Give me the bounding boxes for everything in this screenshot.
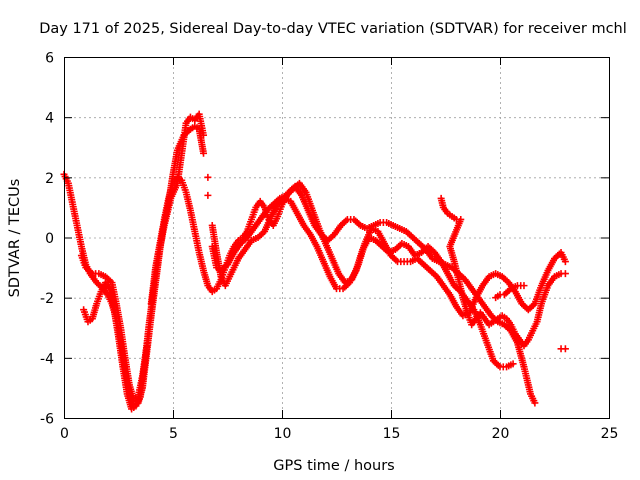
y-tick-label: 4 xyxy=(45,111,54,127)
data-point xyxy=(561,345,569,353)
y-tick-label: -4 xyxy=(40,351,54,367)
x-axis-label: GPS time / hours xyxy=(273,458,394,474)
data-marks xyxy=(60,110,569,413)
x-tick-label: 25 xyxy=(601,426,619,442)
axes: 0 5 10 15 20 25 -6 -4 -2 0 2 4 6 xyxy=(40,51,618,443)
y-tick-label: 2 xyxy=(45,171,54,187)
x-tick-label: 10 xyxy=(274,426,292,442)
data-point xyxy=(561,270,569,278)
y-axis-label: SDTVAR / TECUs xyxy=(7,179,23,298)
data-point xyxy=(204,191,212,199)
y-tick-label: 6 xyxy=(45,51,54,67)
chart-title: Day 171 of 2025, Sidereal Day-to-day VTE… xyxy=(39,21,627,37)
x-tick-label: 0 xyxy=(60,426,69,442)
data-point xyxy=(204,173,212,181)
series-track-c xyxy=(80,110,517,413)
y-tick-label: 0 xyxy=(45,231,54,247)
x-tick-label: 5 xyxy=(169,426,178,442)
series-track-d xyxy=(437,194,569,353)
data-point xyxy=(531,399,539,407)
y-tick-label: -2 xyxy=(40,291,54,307)
x-tick-label: 20 xyxy=(492,426,510,442)
data-point xyxy=(200,131,208,139)
data-point xyxy=(200,149,208,157)
data-point xyxy=(509,360,517,368)
series-track-a xyxy=(60,170,539,410)
x-tick-label: 15 xyxy=(383,426,401,442)
data-point xyxy=(520,282,528,290)
data-point xyxy=(561,258,569,266)
y-tick-label: -6 xyxy=(40,412,54,428)
